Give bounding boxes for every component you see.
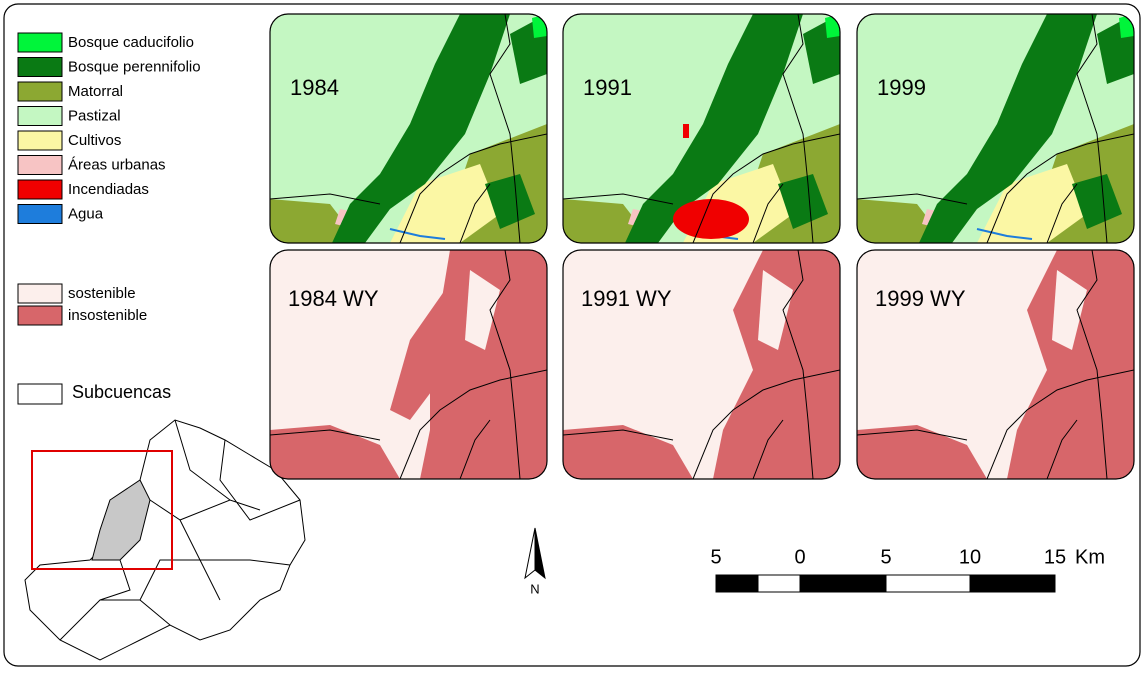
legend-swatch (18, 205, 62, 224)
scale-label: 5 (710, 546, 721, 568)
legend-label: Cultivos (68, 132, 121, 149)
legend-label: Incendiadas (68, 181, 149, 198)
map-content (857, 14, 1134, 243)
legend-label: sostenible (68, 285, 136, 302)
legend-swatch (18, 306, 62, 325)
map-panel: 1984 WY (270, 250, 547, 479)
scale-label: 15 (1044, 546, 1066, 568)
map-content (270, 250, 547, 479)
north-label: N (530, 581, 539, 596)
legend-label: Matorral (68, 83, 123, 100)
panel-label: 1984 WY (288, 286, 379, 311)
legend-label: Agua (68, 205, 104, 222)
scale-label: 5 (880, 546, 891, 568)
map-content (857, 250, 1134, 479)
legend-swatch (18, 58, 62, 77)
incendiada (673, 199, 749, 239)
legend-swatch (18, 180, 62, 199)
map-panel: 1991 WY (563, 250, 840, 479)
scale-unit: Km (1075, 546, 1105, 568)
legend-swatch (18, 82, 62, 101)
map-content (563, 14, 840, 243)
panel-label: 1999 WY (875, 286, 966, 311)
scale-bar (716, 575, 1055, 592)
legend-swatch (18, 107, 62, 126)
scale-label: 0 (794, 546, 805, 568)
legend-label: insostenible (68, 307, 147, 324)
incendiada (683, 124, 689, 138)
legend-label: Bosque perennifolio (68, 58, 201, 75)
legend-swatch (18, 284, 62, 303)
map-content (563, 250, 840, 479)
legend-label: Bosque caducifolio (68, 34, 194, 51)
map-panel: 1999 WY (857, 250, 1134, 479)
legend-label: Áreas urbanas (68, 156, 166, 173)
legend-swatch (18, 156, 62, 175)
panel-label: 1991 (583, 75, 632, 100)
map-figure: N Km Bosque caducifolio Bosque perennifol… (0, 0, 1145, 672)
map-panel: 1999 (857, 14, 1134, 243)
legend-swatch (18, 131, 62, 150)
legend-label: Pastizal (68, 107, 121, 124)
panel-label: 1984 (290, 75, 339, 100)
legend-swatch (18, 384, 62, 404)
panel-label: 1999 (877, 75, 926, 100)
legend-swatch (18, 33, 62, 52)
map-content (270, 14, 547, 243)
panel-label: 1991 WY (581, 286, 672, 311)
scale-label: 10 (959, 546, 981, 568)
legend-label: Subcuencas (72, 382, 171, 402)
map-panel: 1984 (270, 14, 547, 243)
map-panel: 1991 (563, 14, 840, 243)
